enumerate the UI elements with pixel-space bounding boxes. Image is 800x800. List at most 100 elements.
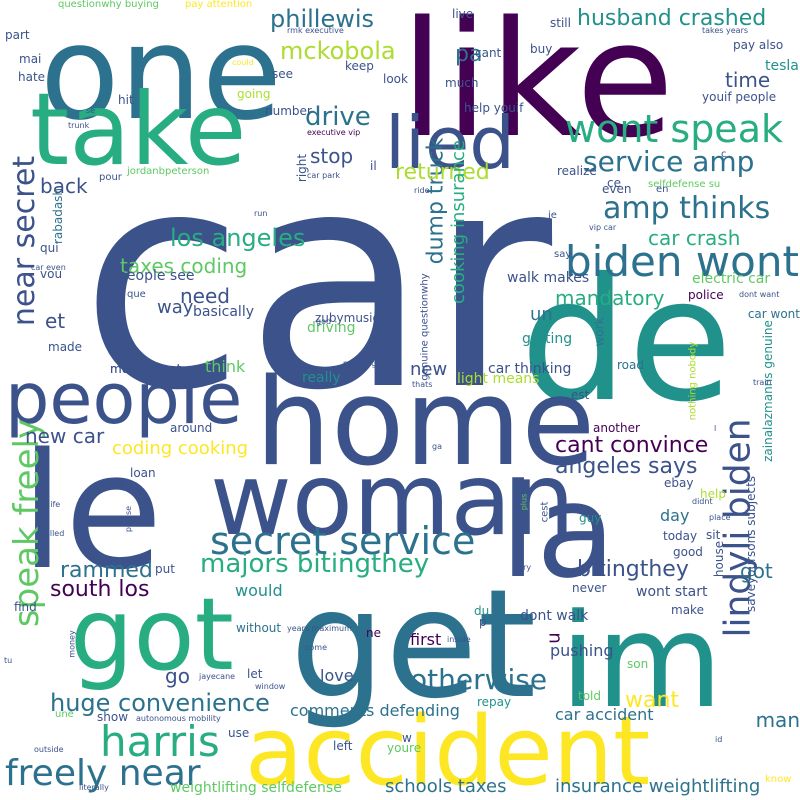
cloud-word: told [578, 689, 601, 704]
cloud-word: got [70, 576, 234, 693]
cloud-word: pour [99, 172, 122, 183]
cloud-word: zubymusic [315, 311, 380, 326]
cloud-word: around [170, 421, 213, 436]
cloud-word: dump truck [422, 137, 448, 265]
cloud-word: cest [538, 501, 550, 522]
cloud-word: please [124, 505, 134, 532]
cloud-word: electric car [692, 270, 771, 287]
cloud-word: ebay [664, 476, 694, 491]
cloud-word: today [663, 529, 698, 544]
cloud-word: money [67, 630, 77, 658]
cloud-word: house [712, 541, 727, 578]
cloud-word: le [20, 418, 163, 605]
cloud-word: police [688, 288, 724, 303]
cloud-word: go [165, 664, 190, 688]
cloud-word: comments defending [290, 701, 460, 721]
cloud-word: phillewis [270, 4, 375, 33]
cloud-word: du [474, 604, 490, 619]
cloud-word: get [290, 558, 537, 732]
cloud-word: first [410, 630, 442, 650]
cloud-word: vou [40, 267, 63, 282]
cloud-word: let [247, 667, 263, 682]
cloud-word: outside [34, 744, 64, 754]
cloud-word: l [714, 423, 717, 433]
cloud-word: schools taxes [385, 775, 507, 797]
cloud-word: de [520, 242, 733, 440]
cloud-word: take [30, 71, 247, 188]
cloud-word: much [445, 76, 479, 91]
cloud-word: hate [18, 70, 46, 85]
cloud-word: live [452, 7, 474, 22]
cloud-word: je [548, 210, 557, 221]
cloud-word: car wont [747, 307, 800, 322]
cloud-word: mckobola [280, 36, 396, 65]
cloud-word: ne [366, 626, 381, 641]
cloud-word: la [500, 455, 616, 607]
cloud-word: nothing nobody [686, 341, 698, 420]
cloud-word: run [254, 208, 268, 218]
cloud-word: years maximum [287, 623, 352, 633]
cloud-word: los angeles [170, 223, 306, 252]
cloud-word: pay attention [185, 0, 253, 10]
cloud-word: mai [19, 52, 42, 67]
cloud-word: work [592, 317, 607, 347]
cloud-word: im [560, 585, 723, 737]
cloud-word: wont start [636, 583, 708, 600]
cloud-word: cant convince [555, 433, 709, 459]
cloud-word: hit [118, 93, 134, 108]
cloud-word: cooking insurance [447, 139, 469, 304]
cloud-word: zainalazmanns genuine [760, 320, 775, 463]
cloud-word: takes years [702, 25, 749, 35]
cloud-word: near secret [7, 155, 43, 327]
cloud-word: south los [50, 577, 150, 603]
cloud-word: still [550, 16, 571, 31]
cloud-word: like [400, 0, 675, 173]
cloud-word: tu [4, 655, 13, 665]
cloud-word: yall [110, 479, 125, 489]
cloud-word: se [86, 105, 96, 115]
cloud-word: back [40, 174, 88, 198]
cloud-word: even [602, 182, 632, 197]
cloud-word: thats [412, 379, 433, 389]
cloud-word: part [5, 28, 30, 43]
cloud-word: buy [530, 42, 553, 57]
cloud-word: want [625, 688, 680, 714]
cloud-word: mandatory [555, 286, 665, 310]
cloud-word: people see [118, 267, 195, 284]
cloud-word: made [48, 340, 83, 355]
cloud-word: time [725, 68, 771, 92]
cloud-word: loan [130, 466, 156, 481]
cloud-word: une [55, 709, 74, 720]
cloud-word: son [627, 657, 649, 672]
cloud-word: pa [455, 42, 483, 68]
cloud-word: think [205, 357, 246, 377]
cloud-word: genuine questionwhy [419, 272, 431, 381]
cloud-word: look [383, 72, 408, 87]
cloud-word: god [316, 316, 332, 326]
cloud-word: car accident [555, 705, 654, 725]
cloud-word: number [265, 104, 312, 119]
cloud-word: ce [607, 176, 621, 191]
cloud-word: show [97, 710, 129, 725]
cloud-word: car even [31, 262, 66, 272]
cloud-word: est [571, 388, 590, 403]
cloud-word: help youif [464, 101, 524, 116]
cloud-word: coding cooking [112, 437, 249, 459]
cloud-word: point [515, 232, 536, 242]
cloud-word: another [593, 421, 640, 436]
cloud-word: taxes coding [120, 254, 248, 278]
cloud-word: way [157, 296, 194, 318]
cloud-word: biden wont [565, 237, 799, 287]
cloud-word: il [370, 159, 377, 174]
cloud-word: w [402, 731, 412, 746]
cloud-word: train [753, 377, 772, 387]
cloud-word: cant [475, 46, 502, 61]
cloud-word: help [700, 487, 726, 502]
cloud-word: c [721, 149, 727, 160]
cloud-word: returned [395, 160, 490, 186]
cloud-word: questionwhy buying [58, 0, 159, 10]
cloud-word: majors bitingthey [200, 549, 430, 580]
cloud-word: got [740, 559, 773, 583]
cloud-word: new [410, 358, 448, 380]
